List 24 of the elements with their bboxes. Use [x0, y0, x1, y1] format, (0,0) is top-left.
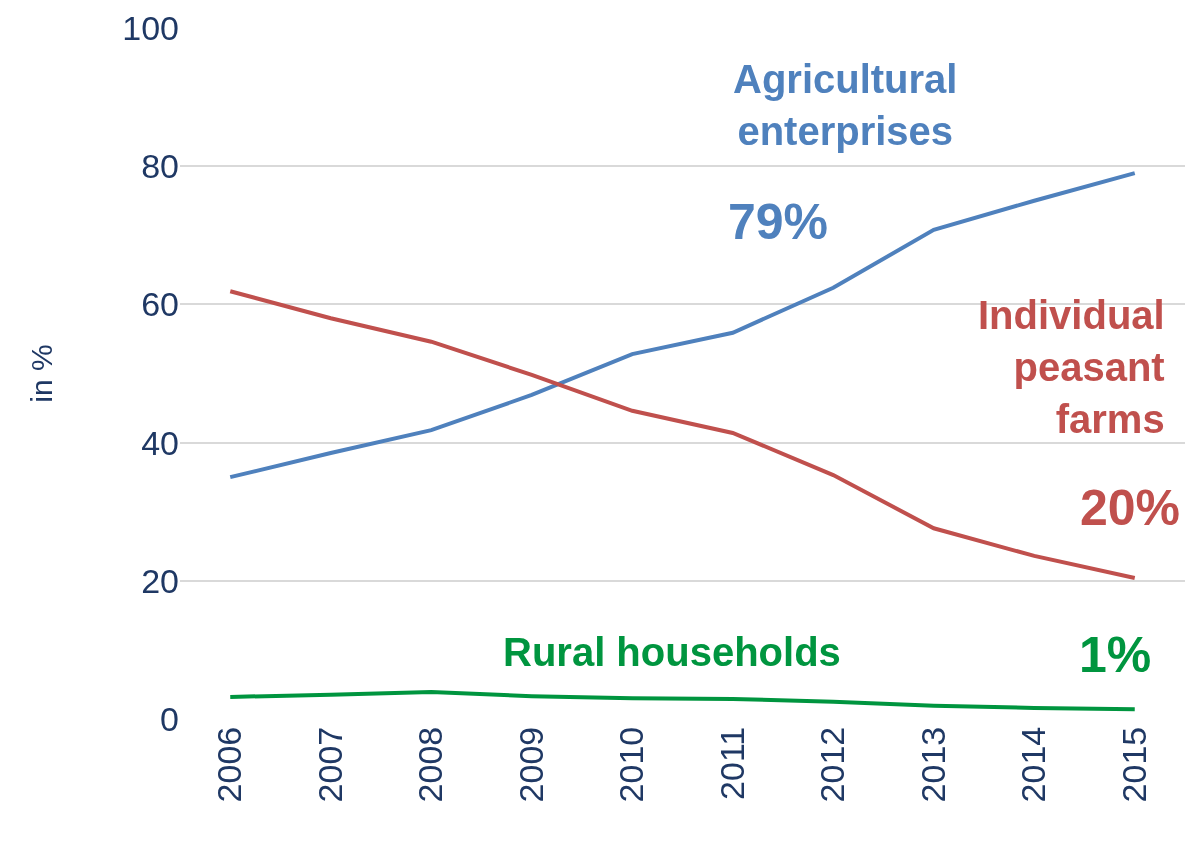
series-label: Rural households	[503, 630, 841, 674]
x-tick-label: 2009	[511, 726, 550, 803]
y-tick-label: 0	[160, 699, 179, 738]
y-axis-title: in %	[25, 344, 59, 403]
y-tick-label: 40	[141, 423, 179, 462]
annotation: 1%	[1079, 627, 1152, 683]
x-tick-label: 2015	[1114, 726, 1153, 803]
y-tick-label: 20	[141, 561, 179, 600]
x-tick-label: 2013	[913, 726, 952, 803]
x-tick-label: 2012	[813, 726, 852, 803]
text: Individual peasant farms	[978, 293, 1165, 441]
series-label: Agricultural enterprises	[733, 57, 958, 153]
x-tick-label: 2007	[310, 726, 349, 803]
y-tick-label: 80	[141, 147, 179, 186]
y-tick-label: 100	[122, 8, 179, 47]
x-tick-label: 2006	[210, 726, 249, 803]
annotation: 20%	[1080, 480, 1181, 536]
annotation: 79%	[728, 194, 829, 250]
x-tick-label: 2011	[712, 726, 751, 800]
x-tick-label: 2010	[612, 726, 651, 803]
x-tick-label: 2008	[411, 726, 450, 803]
y-tick-label: 60	[141, 285, 179, 324]
x-tick-label: 2014	[1014, 726, 1053, 803]
line-series	[228, 690, 1137, 712]
